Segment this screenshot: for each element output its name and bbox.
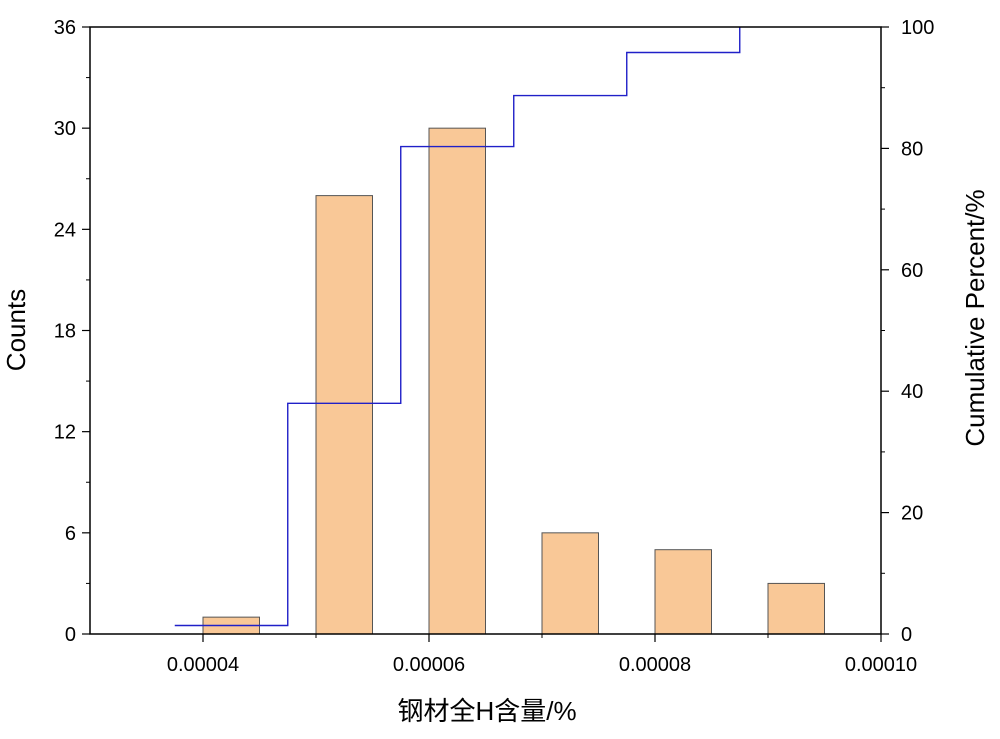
cumulative-percent-line bbox=[174, 27, 741, 627]
histogram-bar-6 bbox=[767, 582, 825, 635]
histogram-bar-5 bbox=[654, 549, 712, 635]
left-y-tick-label-1: 0 bbox=[65, 624, 76, 646]
bars-layer bbox=[202, 127, 825, 635]
x-tick-label-3: 0.00008 bbox=[619, 654, 691, 676]
right-y-tick-label-5: 80 bbox=[901, 138, 923, 160]
cumulative-line-layer bbox=[174, 27, 741, 627]
x-tick-label-1: 0.00004 bbox=[167, 654, 239, 676]
x-tick-label-2: 0.00006 bbox=[393, 654, 465, 676]
right-y-tick-label-3: 40 bbox=[901, 381, 923, 403]
right-y-tick-label-4: 60 bbox=[901, 260, 923, 282]
x-tick-label-4: 0.00010 bbox=[845, 654, 917, 676]
right-y-tick-label-6: 100 bbox=[901, 17, 934, 39]
right-y-tick-label-2: 20 bbox=[901, 503, 923, 525]
left-y-tick-label-6: 30 bbox=[54, 118, 76, 140]
left-y-tick-label-7: 36 bbox=[54, 17, 76, 39]
histogram-bar-3 bbox=[428, 127, 486, 635]
x-axis-title: 钢材全H含量/% bbox=[397, 696, 576, 726]
left-y-axis-title: Counts bbox=[1, 289, 31, 371]
right-y-tick-label-1: 0 bbox=[901, 624, 912, 646]
left-y-tick-label-4: 18 bbox=[54, 321, 76, 343]
right-y-axis-title: Cumulative Percent/% bbox=[960, 189, 990, 446]
histogram-bar-4 bbox=[541, 532, 599, 635]
histogram-bar-2 bbox=[315, 195, 373, 635]
left-y-tick-label-5: 24 bbox=[54, 219, 76, 241]
ticks-layer: 0.00004 0.00006 0.00008 0.00010 0 6 12 18 24 30 36… bbox=[54, 17, 935, 676]
left-y-tick-label-3: 12 bbox=[54, 422, 76, 444]
left-y-tick-label-2: 6 bbox=[65, 523, 76, 545]
